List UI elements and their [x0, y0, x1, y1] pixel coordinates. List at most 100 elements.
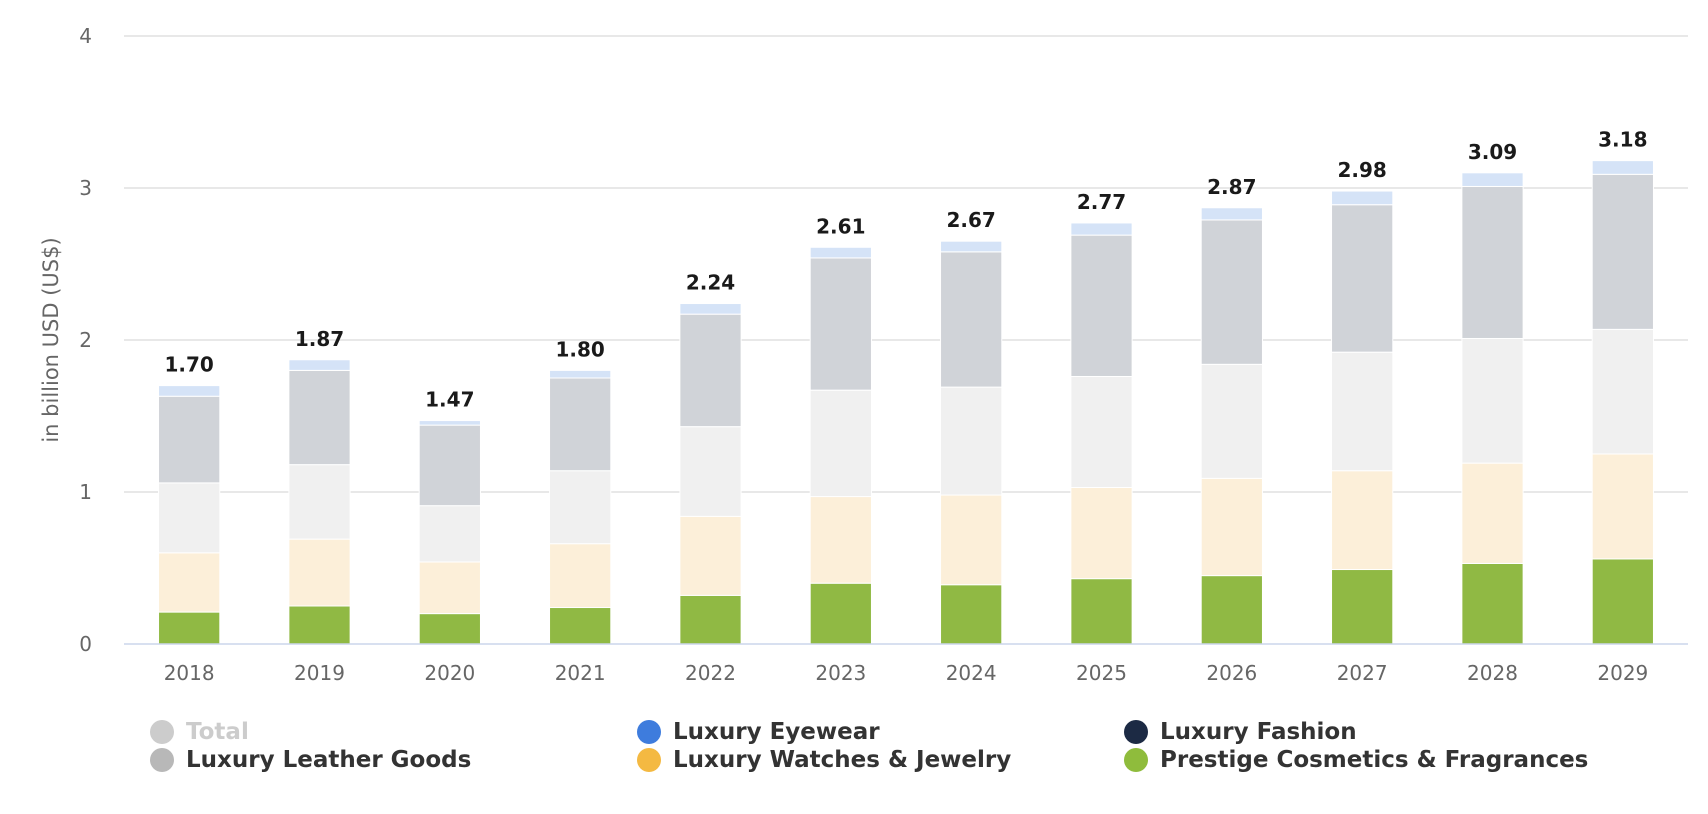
- bar-segment[interactable]: [940, 240, 1003, 253]
- bar-segment[interactable]: [549, 607, 612, 645]
- bar-segment[interactable]: [1070, 578, 1133, 645]
- legend-item[interactable]: Luxury Watches & Jewelry: [637, 746, 1011, 774]
- bar-total-label: 2.87: [1207, 175, 1256, 199]
- bar-segment[interactable]: [679, 515, 742, 596]
- bar-segment[interactable]: [809, 389, 872, 498]
- bar-segment[interactable]: [288, 605, 351, 645]
- bar-stack-2028[interactable]: [1461, 172, 1524, 645]
- bar-segment[interactable]: [1200, 575, 1263, 645]
- y-axis-ticks: 0 1 2 3 4: [79, 24, 92, 656]
- y-tick-label: 2: [79, 328, 92, 352]
- bar-segment[interactable]: [1200, 477, 1263, 577]
- legend-marker: [1124, 748, 1148, 772]
- bar-segment[interactable]: [679, 303, 742, 315]
- legend-item[interactable]: Prestige Cosmetics & Fragrances: [1124, 746, 1588, 774]
- bar-total-label: 2.24: [686, 271, 735, 295]
- bar-segment[interactable]: [158, 482, 221, 554]
- bar-stack-2026[interactable]: [1200, 207, 1263, 645]
- x-tick-label: 2024: [946, 661, 997, 685]
- bar-segment[interactable]: [679, 313, 742, 428]
- bar-segment[interactable]: [418, 613, 481, 645]
- bar-segment[interactable]: [809, 582, 872, 645]
- bar-segment[interactable]: [1070, 234, 1133, 377]
- bar-segment[interactable]: [158, 385, 221, 397]
- bar-segment[interactable]: [1591, 558, 1654, 645]
- bar-segment[interactable]: [418, 561, 481, 615]
- bar-segment[interactable]: [809, 496, 872, 584]
- bar-segment[interactable]: [288, 359, 351, 371]
- bar-segment[interactable]: [1461, 172, 1524, 187]
- bar-segment[interactable]: [1591, 328, 1654, 455]
- bar-segment[interactable]: [288, 538, 351, 607]
- bar-stack-2027[interactable]: [1331, 190, 1394, 645]
- bar-segment[interactable]: [1331, 569, 1394, 645]
- bar-total-label: 1.47: [425, 388, 474, 412]
- bar-segment[interactable]: [549, 377, 612, 472]
- legend-item[interactable]: Luxury Fashion: [1124, 718, 1357, 746]
- bar-stack-2021[interactable]: [549, 369, 612, 645]
- bar-segment[interactable]: [1591, 160, 1654, 175]
- legend-item[interactable]: Luxury Leather Goods: [150, 746, 471, 774]
- bar-segment[interactable]: [1461, 562, 1524, 645]
- bar-segment[interactable]: [418, 420, 481, 426]
- bar-stack-2025[interactable]: [1070, 222, 1133, 645]
- bar-segment[interactable]: [940, 494, 1003, 586]
- bar-segment[interactable]: [1070, 375, 1133, 488]
- bar-stack-2029[interactable]: [1591, 160, 1654, 645]
- bar-segment[interactable]: [1591, 453, 1654, 560]
- x-tick-label: 2023: [815, 661, 866, 685]
- bar-segment[interactable]: [1200, 363, 1263, 479]
- bar-segment[interactable]: [940, 584, 1003, 645]
- bar-segment[interactable]: [1331, 470, 1394, 571]
- bar-segment[interactable]: [549, 470, 612, 545]
- y-axis-label: in billion USD (US$): [39, 237, 63, 442]
- legend-marker: [150, 720, 174, 744]
- bar-total-label: 1.87: [295, 327, 344, 351]
- bar-segment[interactable]: [1070, 222, 1133, 236]
- bar-segment[interactable]: [158, 552, 221, 613]
- bar-segment[interactable]: [1070, 486, 1133, 580]
- bar-segment[interactable]: [158, 395, 221, 484]
- bar-stack-2024[interactable]: [940, 240, 1003, 645]
- legend-marker: [637, 748, 661, 772]
- bar-segment[interactable]: [679, 426, 742, 517]
- legend-marker: [150, 748, 174, 772]
- bar-segment[interactable]: [1461, 337, 1524, 464]
- bar-segment[interactable]: [1200, 207, 1263, 221]
- legend-item[interactable]: Luxury Eyewear: [637, 718, 880, 746]
- bar-segment[interactable]: [1461, 185, 1524, 339]
- bar-segment[interactable]: [809, 246, 872, 259]
- bar-segment[interactable]: [1331, 204, 1394, 353]
- bar-segment[interactable]: [549, 369, 612, 379]
- bar-segment[interactable]: [1461, 462, 1524, 564]
- bar-segment[interactable]: [679, 594, 742, 645]
- bar-total-label: 2.98: [1337, 158, 1386, 182]
- bar-segment[interactable]: [1331, 190, 1394, 206]
- bar-segment[interactable]: [809, 257, 872, 391]
- bar-stack-2023[interactable]: [809, 246, 872, 645]
- bar-segment[interactable]: [549, 543, 612, 609]
- bar-stack-2020[interactable]: [418, 420, 481, 645]
- x-tick-label: 2027: [1337, 661, 1388, 685]
- x-tick-label: 2021: [555, 661, 606, 685]
- bar-stack-2019[interactable]: [288, 359, 351, 645]
- bar-segment[interactable]: [940, 386, 1003, 496]
- bar-segment[interactable]: [1591, 173, 1654, 330]
- bar-segment[interactable]: [940, 251, 1003, 388]
- x-tick-label: 2018: [164, 661, 215, 685]
- bar-segment[interactable]: [1200, 219, 1263, 365]
- bar-segment[interactable]: [418, 424, 481, 507]
- legend-item[interactable]: Total: [150, 718, 249, 746]
- bar-stack-2018[interactable]: [158, 385, 221, 645]
- x-tick-label: 2022: [685, 661, 736, 685]
- bar-segment[interactable]: [288, 464, 351, 540]
- bar-stack-2022[interactable]: [679, 303, 742, 645]
- legend-label: Luxury Leather Goods: [186, 747, 472, 773]
- bar-segment[interactable]: [288, 369, 351, 466]
- bars[interactable]: [158, 160, 1654, 645]
- bar-segment[interactable]: [418, 505, 481, 563]
- x-tick-label: 2029: [1597, 661, 1648, 685]
- bar-segment[interactable]: [158, 611, 221, 645]
- bar-segment[interactable]: [1331, 351, 1394, 472]
